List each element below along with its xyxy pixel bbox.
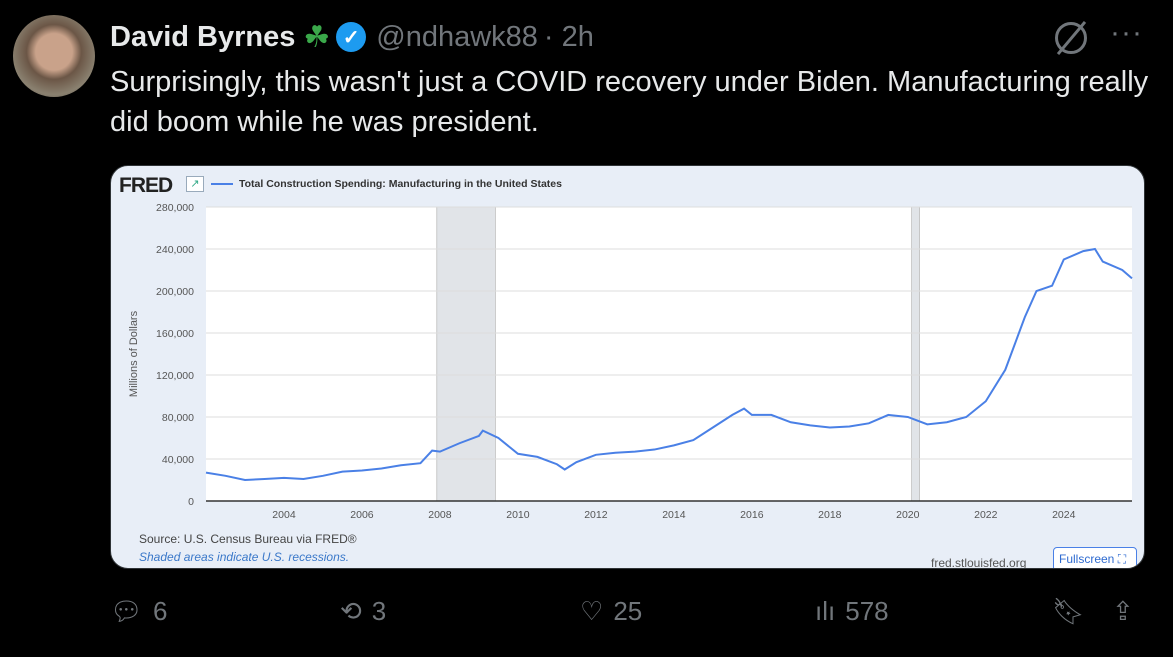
share-button[interactable]: ⇪ (1112, 596, 1134, 627)
like-count: 25 (613, 596, 643, 626)
author-handle[interactable]: @ndhawk88 (376, 20, 538, 53)
timestamp[interactable]: · 2h (543, 20, 594, 53)
series-line (205, 247, 1133, 482)
tweet-header: David Byrnes ☘ ✓ @ndhawk88 · 2h (110, 18, 594, 56)
reply-button[interactable]: 💬︎ 6 (110, 596, 167, 627)
retweet-count: 3 (371, 596, 387, 626)
fred-logo: FRED (119, 174, 173, 197)
views-count: 578 (845, 596, 889, 626)
x-tick-label: 2022 (974, 509, 998, 521)
fullscreen-button[interactable]: Fullscreen ⛶ (1053, 547, 1137, 568)
author-name[interactable]: David Byrnes (110, 20, 296, 53)
y-tick-label: 280,000 (156, 202, 194, 214)
x-tick-label: 2018 (818, 509, 842, 521)
x-tick-label: 2004 (272, 509, 296, 521)
heart-icon: ♡ (580, 596, 604, 626)
chart-line-icon: ↗ (186, 176, 204, 192)
verified-badge-icon: ✓ (336, 22, 367, 52)
tweet-text: Surprisingly, this wasn't just a COVID r… (110, 66, 1149, 138)
x-tick-label: 2014 (662, 509, 686, 521)
share-icon: ⇪ (1112, 596, 1134, 626)
x-tick-label: 2016 (740, 509, 764, 521)
x-tick-label: 2008 (428, 509, 452, 521)
y-tick-label: 160,000 (156, 328, 194, 340)
x-tick-label: 2006 (350, 509, 374, 521)
recession-shade (436, 206, 496, 502)
retweet-button[interactable]: ⟲ 3 (340, 596, 386, 627)
fred-chart-card[interactable]: FRED ↗ Total Construction Spending: Manu… (110, 165, 1145, 569)
views-button[interactable]: ılı 578 (815, 596, 889, 627)
views-icon: ılı (815, 596, 836, 626)
like-button[interactable]: ♡ 25 (580, 596, 642, 627)
fred-url[interactable]: fred.stlouisfed.org (931, 556, 1027, 569)
chart-legend: Total Construction Spending: Manufacturi… (211, 178, 562, 190)
y-axis-label: Millions of Dollars (128, 310, 140, 397)
reply-count: 6 (153, 596, 168, 626)
chart-title: Total Construction Spending: Manufacturi… (239, 178, 562, 190)
plot-area (206, 207, 1132, 501)
y-tick-label: 0 (188, 496, 194, 508)
x-tick-label: 2012 (584, 509, 608, 521)
y-tick-label: 240,000 (156, 244, 194, 256)
line-chart: 0 40,000 80,000 120,000 160,000 200,000 240,00… (128, 202, 1133, 521)
reply-icon: 💬︎ (110, 596, 144, 626)
recession-shade (911, 206, 920, 502)
x-tick-label: 2024 (1052, 509, 1076, 521)
clover-icon: ☘ (303, 20, 331, 54)
y-tick-label: 40,000 (162, 454, 194, 466)
avatar[interactable] (13, 15, 95, 97)
y-tick-label: 200,000 (156, 286, 194, 298)
action-bar: 💬︎ 6 ⟲ 3 ♡ 25 ılı 578 🔖︎ ⇪ (0, 596, 1173, 636)
retweet-icon: ⟲ (340, 596, 362, 626)
bookmark-button[interactable]: 🔖︎ (1052, 596, 1085, 627)
y-tick-label: 120,000 (156, 370, 194, 382)
legend-swatch (211, 183, 233, 185)
chart-source: Source: U.S. Census Bureau via FRED® (139, 532, 357, 546)
grok-icon[interactable] (1055, 22, 1087, 54)
x-tick-label: 2020 (896, 509, 920, 521)
recession-note: Shaded areas indicate U.S. recessions. (139, 550, 350, 564)
y-tick-label: 80,000 (162, 412, 194, 424)
bookmark-icon: 🔖︎ (1052, 596, 1086, 626)
more-options-icon[interactable]: ··· (1110, 16, 1143, 49)
x-tick-label: 2010 (506, 509, 530, 521)
